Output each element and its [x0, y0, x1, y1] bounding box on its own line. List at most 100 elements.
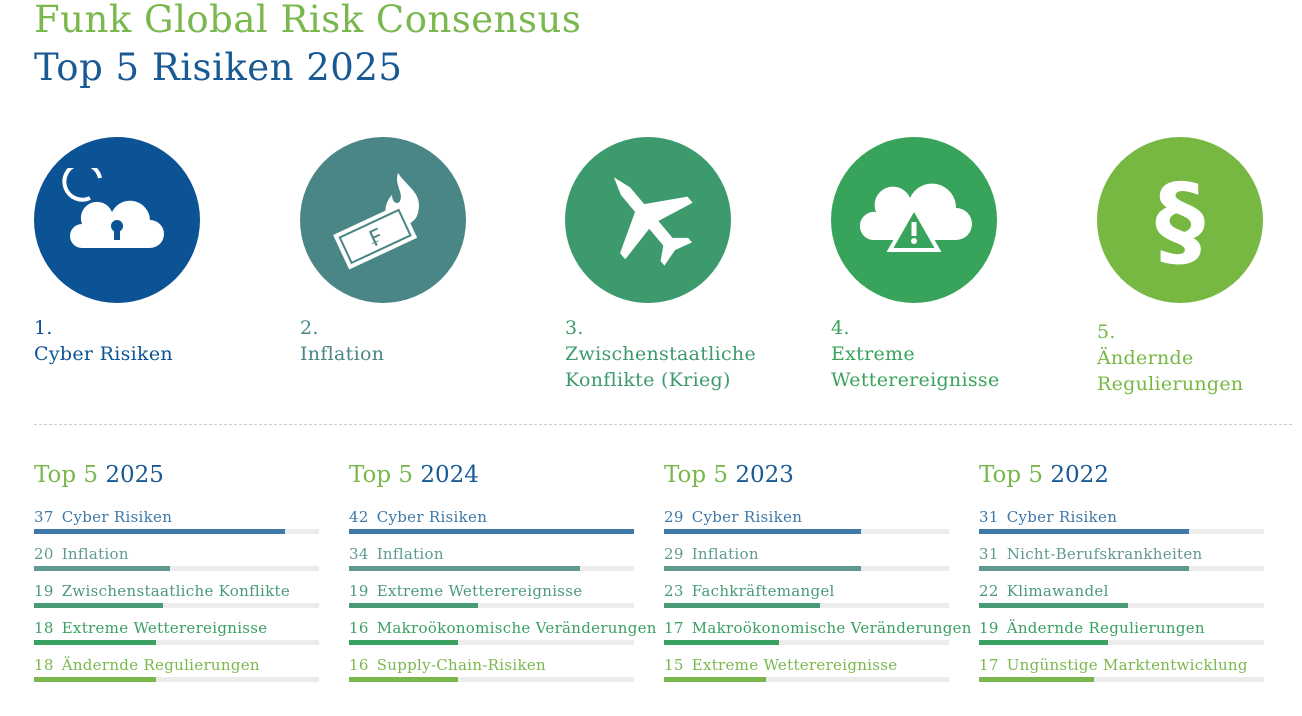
bar-fill	[349, 677, 458, 682]
bar-fill	[979, 529, 1190, 534]
divider	[34, 424, 1292, 425]
item-value: 20	[34, 545, 54, 563]
cloud-lock-icon	[62, 161, 172, 272]
bar-track	[664, 640, 949, 645]
item-label: Inflation	[376, 545, 444, 563]
item-label: Ungünstige Marktentwicklung	[1006, 656, 1248, 674]
top5-2023-list: Top 5 2023 29 Cyber Risiken 29 Inflation 23 Fa…	[664, 462, 971, 693]
bar-fill	[979, 677, 1095, 682]
bar-fill	[979, 566, 1190, 571]
burning-money-icon: ₣	[328, 163, 438, 277]
list-item: 15 Extreme Wetterereignisse	[664, 656, 949, 693]
bar-fill	[349, 603, 478, 608]
list-item: 20 Inflation	[34, 545, 319, 582]
title-year: 2022	[1050, 462, 1109, 488]
bar-track	[664, 529, 949, 534]
top-risk-1: 1. Cyber Risiken	[34, 137, 274, 367]
bar-fill	[34, 529, 286, 534]
item-value: 17	[979, 656, 999, 674]
bar-fill	[349, 529, 634, 534]
list-item: 34 Inflation	[349, 545, 634, 582]
item-value: 18	[34, 619, 54, 637]
top5-2025-list: Top 5 2025 37 Cyber Risiken 20 Inflation 19 Zw…	[34, 462, 319, 693]
bar-track	[979, 529, 1264, 534]
list-item: 42 Cyber Risiken	[349, 508, 634, 545]
list-item: 31 Nicht-Berufskrankheiten	[979, 545, 1264, 582]
list-item: 19 Extreme Wetterereignisse	[349, 582, 634, 619]
item-label: Ändernde Regulierungen	[1006, 619, 1205, 637]
risk-rank: 5.	[1097, 321, 1116, 343]
list-item: 37 Cyber Risiken	[34, 508, 319, 545]
top-risk-5: § 5. Ändernde Regulierungen	[1097, 137, 1302, 397]
bar-fill	[34, 677, 157, 682]
list-item: 19 Zwischenstaatliche Konflikte	[34, 582, 319, 619]
bar-track	[979, 566, 1264, 571]
item-value: 31	[979, 508, 999, 526]
risk-label: Ändernde Regulierungen	[1097, 347, 1244, 395]
risk-circle	[34, 137, 200, 303]
list-item: 23 Fachkräftemangel	[664, 582, 949, 619]
top5-2024-list: Top 5 2024 42 Cyber Risiken 34 Inflation 19 Ex…	[349, 462, 656, 693]
title-prefix: Top 5	[34, 462, 99, 488]
bar-track	[34, 566, 319, 571]
item-value: 19	[34, 582, 54, 600]
risk-label: Zwischenstaatliche Konflikte (Krieg)	[565, 343, 757, 391]
list-item: 18 Ändernde Regulierungen	[34, 656, 319, 693]
bar-fill	[349, 640, 458, 645]
risk-rank: 4.	[831, 317, 850, 339]
item-value: 17	[664, 619, 684, 637]
item-value: 19	[349, 582, 369, 600]
item-value: 18	[34, 656, 54, 674]
item-value: 19	[979, 619, 999, 637]
bar-track	[34, 529, 319, 534]
bar-track	[34, 677, 319, 682]
item-value: 29	[664, 545, 684, 563]
list-item: 16 Supply-Chain-Risiken	[349, 656, 634, 693]
bar-track	[664, 566, 949, 571]
risk-label: Extreme Wetterereignisse	[831, 343, 1000, 391]
risk-circle: ₣	[300, 137, 466, 303]
top-risk-3: 3. Zwischenstaatliche Konflikte (Krieg)	[565, 137, 805, 393]
item-value: 29	[664, 508, 684, 526]
bar-track	[664, 677, 949, 682]
item-label: Cyber Risiken	[1006, 508, 1118, 526]
item-value: 16	[349, 619, 369, 637]
risk-rank: 3.	[565, 317, 584, 339]
column-title: Top 5 2023	[664, 462, 949, 488]
risk-circle: §	[1097, 137, 1263, 303]
item-label: Nicht-Berufskrankheiten	[1006, 545, 1203, 563]
bar-track	[349, 566, 634, 571]
risk-circle	[831, 137, 997, 303]
list-item: 17 Ungünstige Marktentwicklung	[979, 656, 1264, 693]
risk-label: Inflation	[300, 343, 385, 365]
bar-fill	[34, 603, 163, 608]
fighter-jet-icon	[593, 163, 703, 277]
bar-track	[349, 640, 634, 645]
page-subtitle: Top 5 Risiken 2025	[34, 46, 403, 89]
top5-2022-list: Top 5 2022 31 Cyber Risiken 31 Nicht-Berufsk…	[979, 462, 1264, 693]
title-year: 2025	[105, 462, 164, 488]
bar-track	[979, 677, 1264, 682]
item-label: Inflation	[691, 545, 759, 563]
item-value: 22	[979, 582, 999, 600]
item-label: Makroökonomische Veränderungen	[691, 619, 972, 637]
bar-fill	[664, 566, 861, 571]
item-label: Zwischenstaatliche Konflikte	[61, 582, 291, 600]
list-item: 31 Cyber Risiken	[979, 508, 1264, 545]
bar-fill	[664, 529, 861, 534]
bar-track	[34, 640, 319, 645]
risk-rank: 2.	[300, 317, 319, 339]
bar-track	[34, 603, 319, 608]
item-value: 42	[349, 508, 369, 526]
bar-track	[349, 677, 634, 682]
bar-fill	[664, 677, 766, 682]
item-label: Makroökonomische Veränderungen	[376, 619, 657, 637]
bar-track	[979, 603, 1264, 608]
list-item: 29 Cyber Risiken	[664, 508, 949, 545]
item-label: Fachkräftemangel	[691, 582, 835, 600]
column-title: Top 5 2022	[979, 462, 1264, 488]
bar-fill	[349, 566, 580, 571]
item-value: 15	[664, 656, 684, 674]
item-label: Inflation	[61, 545, 129, 563]
column-title: Top 5 2024	[349, 462, 634, 488]
